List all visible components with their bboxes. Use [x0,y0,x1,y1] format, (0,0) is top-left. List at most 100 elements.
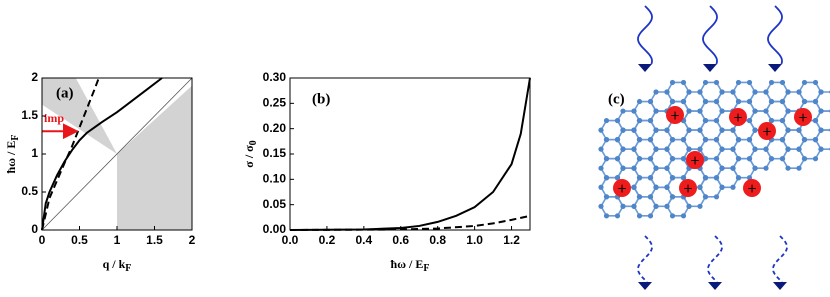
atom [730,89,736,95]
y-tick-label: 1 [31,146,38,160]
atom [702,175,709,181]
axis-label: ħω / EF [4,135,22,174]
atom [697,184,703,190]
atom [752,127,758,133]
y-tick-label: 0.20 [263,121,287,135]
atom [796,146,802,152]
y-tick-label: 0 [31,222,38,236]
atom [631,146,637,152]
atom [614,156,621,162]
atom [785,165,791,171]
x-tick-label: 0.2 [319,233,336,247]
atom [620,203,626,209]
atom [664,184,670,190]
atom [812,117,819,124]
atom [713,117,720,124]
atom [719,146,725,152]
atom [812,156,819,162]
impurity-sign: + [670,109,680,123]
atom [818,89,824,95]
photon-head [638,64,652,72]
atom [647,117,654,124]
atom [697,89,703,95]
impurity-sign: + [762,125,772,139]
impurity [758,122,776,140]
y-tick-label: 1.5 [21,108,38,122]
atom [768,79,775,86]
atom [713,194,720,200]
atom [647,213,654,219]
y-tick-label: 0.10 [263,172,287,186]
atom [669,98,676,105]
atom [752,165,758,171]
atom [763,165,769,171]
atom [680,175,687,181]
atom [680,156,687,162]
atom [598,203,604,209]
atom [686,203,692,209]
atom [603,156,610,162]
atom [713,98,720,105]
x-tick-label: 0.0 [282,233,299,247]
atom [598,127,604,133]
photon-head [708,282,722,290]
y-tick-label: 2 [31,70,38,84]
photon [767,5,783,65]
atom [653,203,659,209]
atom [801,79,808,86]
atom [746,175,753,181]
impurity-sign: + [683,182,693,196]
atom [779,98,786,105]
atom [812,79,819,86]
boundary-line [41,77,193,231]
atom [620,146,626,152]
atom [636,194,643,200]
atom [653,108,659,114]
atom [669,175,676,181]
atom [735,137,742,143]
photon [637,235,653,283]
atom [631,184,637,190]
atom [730,146,736,152]
axis-label: q / kF [103,257,132,275]
atom [785,108,791,114]
atom [801,137,808,143]
photon-head [703,64,717,72]
panel-label: (c) [608,91,625,107]
atom [746,137,753,143]
panel-label: (a) [56,85,74,101]
atom [746,117,753,124]
y-tick-label: 0.05 [263,197,287,211]
atom [735,156,742,162]
curve [41,77,163,231]
atom [603,137,610,143]
axis-label-main: ħω / E [391,257,424,271]
atom [686,108,692,114]
atom [697,203,703,209]
region [42,78,117,154]
impurity-sign: + [617,182,627,196]
atom [669,137,676,143]
atom [752,146,758,152]
atom [796,127,802,133]
atom [647,98,654,105]
atom [598,165,604,171]
atom [669,213,676,219]
atom [603,175,610,181]
atom [719,184,725,190]
atom [719,89,725,95]
atom [746,79,753,86]
axis-label-main: σ / σ [242,145,256,168]
atom [686,89,692,95]
atom [653,146,659,152]
atom [636,175,643,181]
atom [785,127,791,133]
atom [713,156,720,162]
atom [763,146,769,152]
atom [636,98,643,105]
atom [702,98,709,105]
photon-head [773,282,787,290]
impurity-sign: + [733,111,743,125]
atom [697,127,703,133]
atom [603,117,610,124]
